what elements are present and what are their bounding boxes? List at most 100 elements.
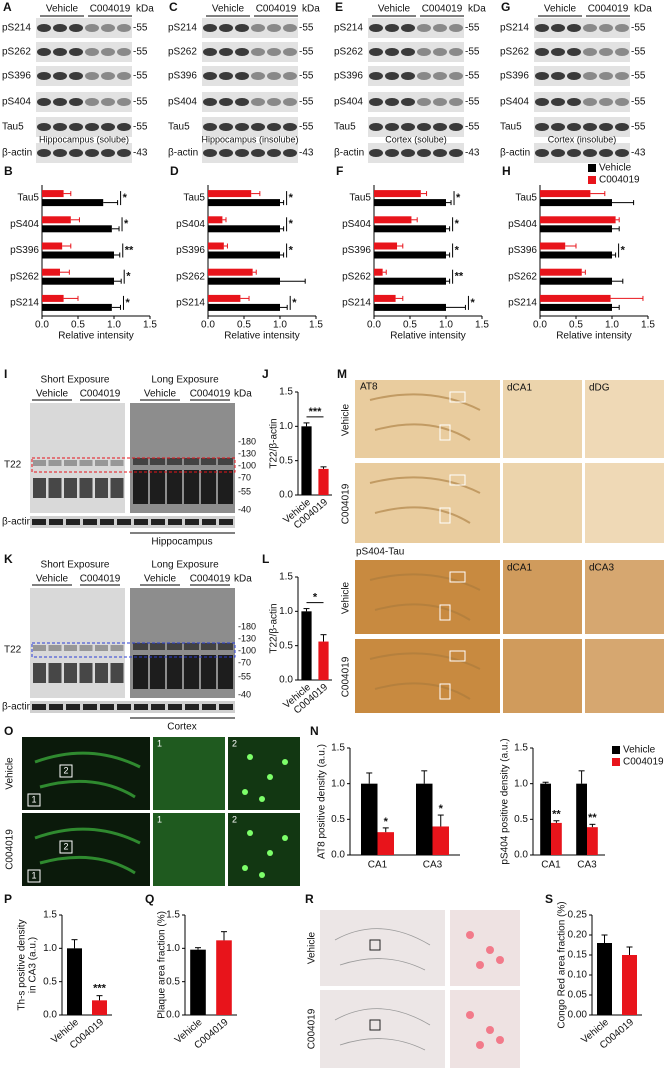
- tissue-label: Cortex: [167, 722, 196, 733]
- y-tick-label: 0.25: [568, 910, 588, 921]
- error-bar: [60, 269, 70, 275]
- gel-band: [201, 643, 216, 650]
- loading-strip: [30, 701, 235, 713]
- blot-band: [85, 123, 99, 131]
- hippocampus-outline: [369, 476, 481, 524]
- significance-label: **: [552, 809, 561, 821]
- blot-band: [101, 72, 115, 80]
- blot-band: [69, 24, 83, 32]
- blot-band: [203, 98, 217, 106]
- micrograph-zoom: [503, 639, 582, 713]
- bar: [318, 641, 329, 680]
- significance-label: *: [621, 244, 626, 256]
- micrograph: [355, 639, 500, 713]
- blot-band: [37, 24, 51, 32]
- loading-band: [185, 519, 199, 525]
- gel-band: [133, 458, 148, 465]
- blot-band: [401, 98, 415, 106]
- blot-strip: [368, 42, 464, 62]
- gel-band: [33, 645, 46, 651]
- gel-smear: [110, 478, 124, 498]
- bar: [42, 251, 114, 259]
- x-tick-label: 0.5: [237, 320, 251, 331]
- error-bar: [111, 304, 121, 310]
- blot-band: [251, 48, 265, 56]
- panel-letter: C: [169, 0, 178, 14]
- panel-letter: D: [170, 164, 179, 178]
- unit-label: kDa: [634, 4, 652, 15]
- bar: [540, 277, 612, 285]
- gel-smear: [201, 470, 216, 504]
- bar: [208, 303, 280, 311]
- row-label: pS404: [500, 97, 529, 108]
- micrograph-zoom: [503, 463, 582, 543]
- group-label: Vehicle: [5, 757, 16, 790]
- hippocampus-outline: [369, 393, 481, 441]
- roi-box: [439, 507, 451, 524]
- error-bar: [411, 217, 418, 223]
- blot-band: [117, 98, 131, 106]
- blot-band: [53, 72, 67, 80]
- plaque: [496, 956, 504, 964]
- group-label: C004019: [80, 389, 121, 400]
- y-tick-label: pS214: [10, 298, 39, 309]
- loading-band: [117, 519, 131, 525]
- blot-band: [449, 72, 463, 80]
- size-label: -55: [631, 71, 646, 82]
- error-bar: [612, 226, 620, 232]
- congo-image: [320, 910, 445, 986]
- blot-band: [203, 72, 217, 80]
- error-bar: [96, 995, 103, 1001]
- gel-band: [167, 643, 182, 650]
- size-label: -43: [133, 148, 148, 159]
- micrograph: [355, 463, 500, 543]
- x-tick-label: 0.0: [367, 320, 381, 331]
- x-tick-label: 1.0: [107, 320, 121, 331]
- blot-band: [251, 24, 265, 32]
- blot-strip: [36, 42, 132, 62]
- significance-label: *: [456, 192, 461, 204]
- blot-band: [567, 72, 581, 80]
- y-tick-label: 0.5: [166, 976, 180, 987]
- bar: [42, 242, 63, 250]
- blot-strip: [36, 143, 132, 163]
- group-label: C004019: [190, 574, 231, 585]
- blot-strip: [202, 18, 298, 38]
- gel-smear: [201, 655, 216, 689]
- y-tick-label: 0.0: [166, 1010, 180, 1021]
- error-bar: [280, 252, 285, 258]
- row-label: pS396: [2, 71, 31, 82]
- error-bar: [222, 217, 227, 223]
- error-bar: [320, 634, 327, 642]
- plaque: [496, 1036, 504, 1044]
- loading-band: [202, 519, 216, 525]
- plaque: [476, 1041, 484, 1049]
- blot-band: [267, 48, 281, 56]
- blot-band: [417, 48, 431, 56]
- significance-label: *: [123, 192, 128, 204]
- blot-band: [219, 72, 233, 80]
- bar: [597, 943, 612, 1015]
- y-tick-label: 1.0: [514, 778, 528, 789]
- error-bar: [612, 304, 620, 310]
- roi-box: [27, 869, 41, 883]
- panel-letter: Q: [145, 892, 154, 906]
- marker-label: -100: [238, 460, 256, 470]
- error-bar: [626, 946, 633, 955]
- blot-band: [615, 123, 629, 131]
- significance-label: *: [289, 192, 294, 204]
- error-bar: [589, 823, 596, 828]
- error-bar: [303, 422, 310, 427]
- size-label: -55: [299, 47, 314, 58]
- blot-band: [235, 72, 249, 80]
- y-tick-label: pS404: [10, 219, 39, 230]
- row-label: β-actin: [500, 148, 530, 159]
- loading-band: [32, 704, 46, 710]
- bar: [208, 277, 280, 285]
- blot-band: [219, 48, 233, 56]
- region-label: dCA1: [507, 383, 532, 394]
- group-label: Vehicle: [378, 4, 411, 15]
- blot-band: [235, 98, 249, 106]
- error-bar: [612, 200, 635, 206]
- gel-smear: [95, 478, 108, 498]
